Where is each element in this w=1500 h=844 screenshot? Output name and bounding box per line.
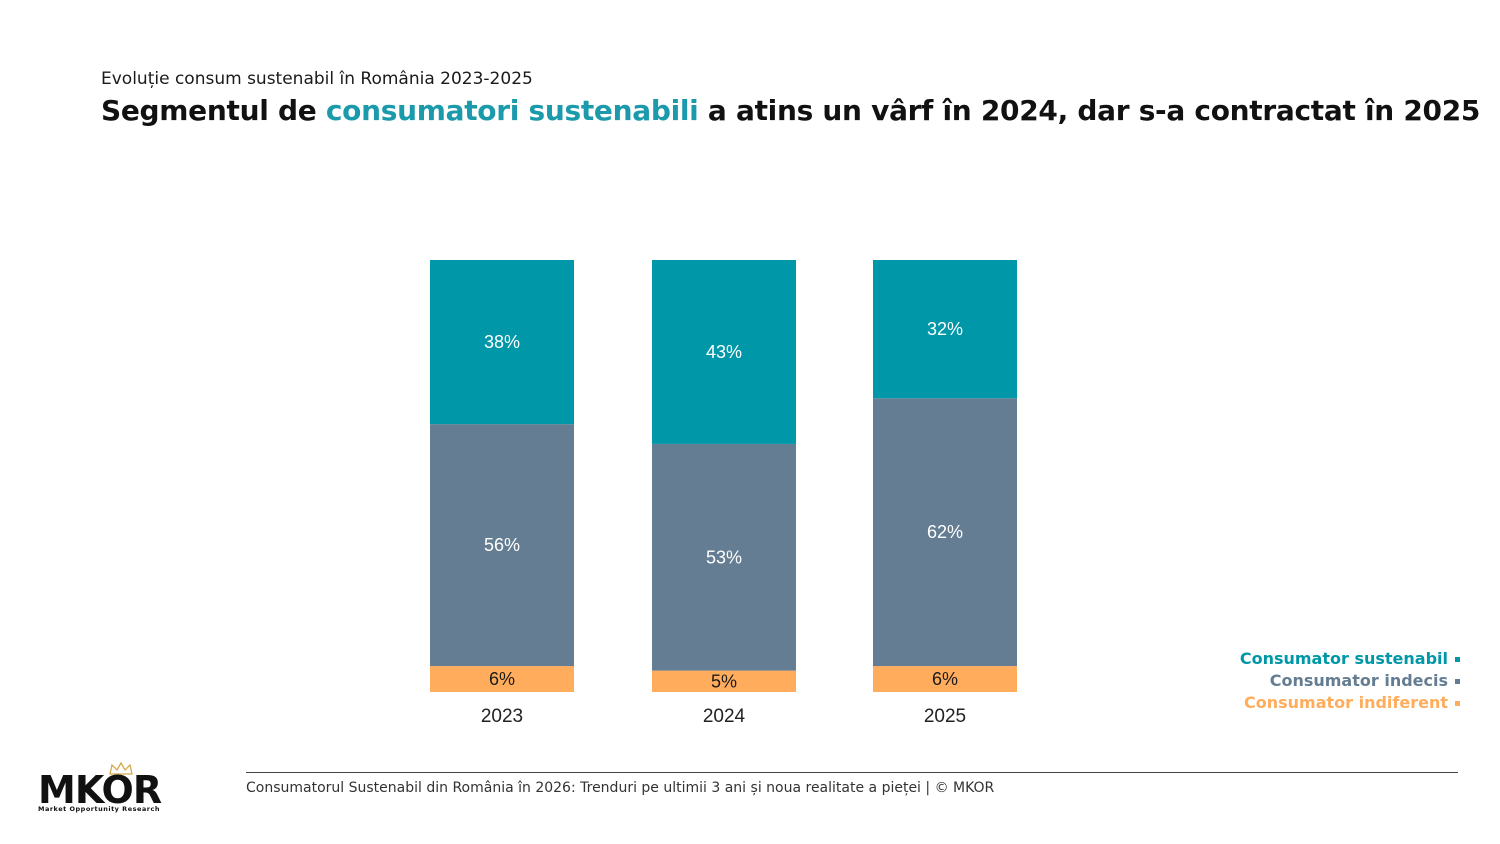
bar-segment-2023-0 bbox=[430, 666, 574, 692]
chart-subtitle: Evoluție consum sustenabil în România 20… bbox=[101, 69, 533, 89]
chart-legend: Consumator sustenabil Consumator indecis… bbox=[1240, 648, 1460, 714]
legend-item-sustenabil: Consumator sustenabil bbox=[1240, 648, 1460, 670]
data-label-2024-1: 53% bbox=[706, 547, 742, 567]
legend-item-indiferent: Consumator indiferent bbox=[1240, 692, 1460, 714]
data-label-2024-2: 43% bbox=[706, 342, 742, 362]
bar-segment-2023-2 bbox=[430, 260, 574, 425]
bar-segment-2024-0 bbox=[652, 670, 796, 692]
legend-swatch-indecis bbox=[1455, 679, 1460, 684]
data-label-2024-0: 5% bbox=[711, 671, 737, 691]
crown-icon bbox=[109, 762, 133, 775]
data-label-2023-1: 56% bbox=[484, 535, 520, 555]
data-label-2023-2: 38% bbox=[484, 332, 520, 352]
legend-swatch-sustenabil bbox=[1455, 657, 1460, 662]
legend-item-indecis: Consumator indecis bbox=[1240, 670, 1460, 692]
footer-divider bbox=[246, 772, 1458, 773]
data-label-2023-0: 6% bbox=[489, 669, 515, 689]
title-prefix: Segmentul de bbox=[101, 94, 326, 127]
chart-title: Segmentul de consumatori sustenabili a a… bbox=[101, 94, 1480, 127]
x-tick-label-2025: 2025 bbox=[924, 706, 966, 727]
bar-segment-2023-1 bbox=[430, 424, 574, 667]
data-label-2025-0: 6% bbox=[932, 669, 958, 689]
mkor-logo: MKOR Market Opportunity Research bbox=[36, 762, 176, 818]
bar-segment-2025-2 bbox=[873, 260, 1017, 399]
data-label-2025-1: 62% bbox=[927, 522, 963, 542]
footer-text: Consumatorul Sustenabil din România în 2… bbox=[246, 780, 995, 796]
bar-segment-2024-2 bbox=[652, 260, 796, 444]
legend-label-indecis: Consumator indecis bbox=[1269, 671, 1448, 690]
legend-label-indiferent: Consumator indiferent bbox=[1243, 693, 1448, 712]
x-tick-label-2023: 2023 bbox=[481, 706, 523, 727]
bar-segment-2024-1 bbox=[652, 443, 796, 671]
logo-tagline: Market Opportunity Research bbox=[38, 805, 160, 813]
legend-label-sustenabil: Consumator sustenabil bbox=[1239, 649, 1448, 668]
title-suffix: a atins un vârf în 2024, dar s-a contrac… bbox=[698, 94, 1481, 127]
bar-segment-2025-1 bbox=[873, 398, 1017, 667]
title-highlight: consumatori sustenabili bbox=[325, 94, 699, 127]
logo-wordmark: MKOR bbox=[38, 768, 162, 812]
legend-swatch-indiferent bbox=[1455, 701, 1460, 706]
x-tick-label-2024: 2024 bbox=[703, 706, 746, 727]
data-label-2025-2: 32% bbox=[927, 319, 963, 339]
bar-segment-2025-0 bbox=[873, 666, 1017, 692]
